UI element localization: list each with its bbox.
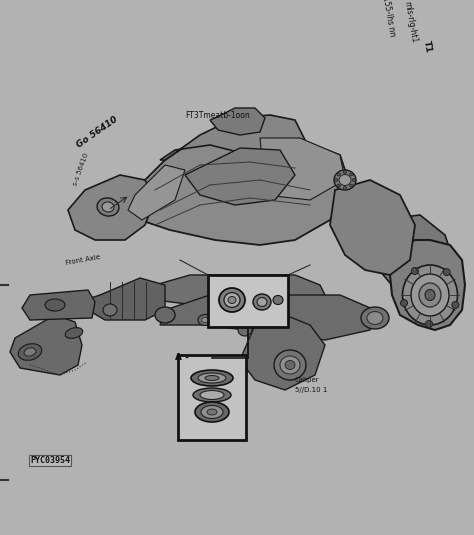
Ellipse shape (425, 289, 435, 301)
Ellipse shape (155, 307, 175, 323)
Ellipse shape (257, 297, 267, 307)
Ellipse shape (207, 409, 217, 415)
Ellipse shape (102, 202, 114, 212)
Polygon shape (208, 275, 288, 327)
Text: s-s 56410: s-s 56410 (72, 152, 90, 186)
Polygon shape (160, 295, 375, 340)
Polygon shape (260, 138, 345, 200)
Polygon shape (160, 115, 305, 160)
Ellipse shape (334, 170, 356, 190)
Polygon shape (68, 175, 155, 240)
Text: T1: T1 (422, 40, 433, 54)
Ellipse shape (401, 300, 408, 307)
Ellipse shape (238, 324, 252, 336)
Polygon shape (210, 108, 265, 135)
Ellipse shape (411, 274, 449, 316)
Text: mls-rlg-ht1: mls-rlg-ht1 (402, 1, 418, 44)
Polygon shape (178, 355, 246, 440)
Text: 7155-lhs nn: 7155-lhs nn (380, 0, 397, 37)
Text: Caliper: Caliper (295, 377, 319, 383)
Ellipse shape (253, 294, 271, 310)
Text: Front Axle: Front Axle (65, 254, 100, 266)
Ellipse shape (193, 388, 231, 402)
Ellipse shape (205, 376, 219, 380)
Polygon shape (330, 180, 415, 275)
Ellipse shape (201, 406, 223, 418)
Text: 5//D.10 1: 5//D.10 1 (295, 387, 328, 393)
Ellipse shape (350, 184, 353, 187)
Ellipse shape (285, 361, 295, 370)
Ellipse shape (367, 311, 383, 325)
Ellipse shape (200, 391, 224, 400)
Text: FT3Tmeatb-1oon: FT3Tmeatb-1oon (185, 111, 250, 120)
Polygon shape (85, 278, 165, 320)
Ellipse shape (337, 173, 340, 176)
Ellipse shape (198, 373, 226, 383)
Ellipse shape (426, 320, 433, 327)
Ellipse shape (343, 171, 347, 173)
Polygon shape (22, 290, 95, 320)
Ellipse shape (228, 296, 236, 303)
Ellipse shape (224, 293, 240, 308)
Ellipse shape (18, 343, 42, 361)
Text: PYC03954: PYC03954 (30, 456, 70, 465)
Ellipse shape (65, 327, 83, 338)
Ellipse shape (361, 307, 389, 329)
Ellipse shape (274, 350, 306, 380)
Ellipse shape (419, 283, 441, 307)
Polygon shape (155, 275, 330, 315)
Polygon shape (390, 240, 465, 330)
Ellipse shape (97, 198, 119, 216)
Ellipse shape (343, 187, 347, 189)
Ellipse shape (198, 315, 212, 325)
Ellipse shape (352, 179, 356, 181)
Ellipse shape (195, 402, 229, 422)
Ellipse shape (350, 173, 353, 176)
Ellipse shape (402, 265, 457, 325)
Ellipse shape (443, 269, 450, 276)
Ellipse shape (452, 301, 459, 308)
Ellipse shape (191, 370, 233, 386)
Polygon shape (10, 315, 82, 375)
Ellipse shape (201, 317, 209, 323)
Ellipse shape (24, 348, 36, 356)
Text: Go 56410: Go 56410 (75, 115, 119, 150)
Polygon shape (128, 165, 185, 220)
Polygon shape (185, 148, 295, 205)
Ellipse shape (337, 184, 340, 187)
Ellipse shape (280, 356, 300, 374)
Text: A -: A - (175, 353, 189, 362)
Ellipse shape (45, 299, 65, 311)
Ellipse shape (334, 179, 338, 181)
Ellipse shape (219, 288, 245, 312)
Ellipse shape (411, 268, 419, 274)
Polygon shape (110, 135, 350, 245)
Ellipse shape (103, 304, 117, 316)
Ellipse shape (339, 174, 351, 186)
Polygon shape (240, 315, 325, 390)
Ellipse shape (273, 295, 283, 304)
Polygon shape (375, 215, 455, 305)
